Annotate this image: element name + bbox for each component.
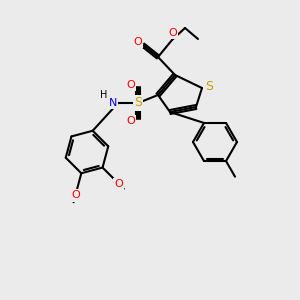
Text: O: O	[114, 179, 123, 189]
Text: O: O	[71, 190, 80, 200]
Text: O: O	[127, 116, 135, 126]
Text: H: H	[100, 90, 108, 100]
Text: S: S	[205, 80, 213, 92]
Text: S: S	[134, 97, 142, 110]
Text: N: N	[109, 98, 117, 108]
Text: O: O	[134, 37, 142, 47]
Text: O: O	[127, 80, 135, 90]
Text: O: O	[169, 28, 177, 38]
